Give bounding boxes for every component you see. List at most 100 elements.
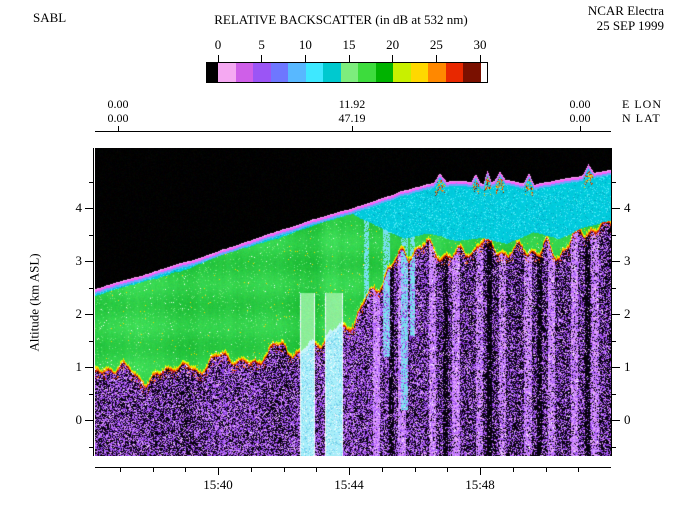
colorbar-tick	[392, 55, 394, 62]
left-axis-line	[93, 148, 94, 456]
altitude-minor-tick-left	[89, 340, 93, 342]
colorbar-tick-label: 20	[386, 37, 400, 52]
altitude-minor-tick-right	[612, 234, 616, 236]
altitude-minor-tick-right	[612, 340, 616, 342]
latitude-value: 0.00	[569, 111, 591, 125]
time-minor-tick	[152, 468, 154, 472]
time-tick-label: 15:48	[465, 477, 495, 492]
altitude-minor-tick-left	[89, 446, 93, 448]
altitude-major-tick-left	[85, 367, 93, 368]
time-minor-tick	[578, 468, 580, 472]
time-axis-line	[95, 467, 611, 468]
colorbar-segment	[340, 63, 359, 82]
altitude-major-tick-left	[85, 208, 93, 209]
colorbar-tick	[261, 55, 263, 62]
time-major-tick	[480, 468, 481, 475]
colorbar-segment	[207, 63, 218, 82]
time-minor-tick	[414, 468, 416, 472]
colorbar-segment	[480, 63, 487, 82]
colorbar-scale: 0 5 10 15 20 25 30	[206, 36, 487, 62]
colorbar-tick	[217, 55, 219, 62]
lat-axis-label: N LAT	[622, 111, 661, 125]
altitude-major-tick-left	[85, 420, 93, 421]
colorbar-tick	[435, 55, 437, 62]
longitude-value: 0.00	[107, 97, 129, 111]
position-tick	[580, 126, 581, 131]
longitude-value: 0.00	[569, 97, 591, 111]
altitude-major-tick-right	[612, 261, 620, 262]
colorbar-tick	[479, 55, 481, 62]
colorbar-segment	[445, 63, 464, 82]
colorbar-segment	[218, 63, 236, 82]
backscatter-image	[95, 148, 611, 456]
altitude-minor-tick-left	[89, 234, 93, 236]
colorbar-tick	[348, 55, 350, 62]
altitude-major-tick-left	[85, 261, 93, 262]
time-minor-tick	[381, 468, 383, 472]
flight-date: 25 SEP 1999	[596, 18, 664, 33]
colorbar-segment	[393, 63, 411, 82]
colorbar-tick	[304, 55, 306, 62]
altitude-tick-label-left: 4	[75, 200, 83, 215]
time-minor-tick	[250, 468, 252, 472]
altitude-major-tick-left	[85, 314, 93, 315]
time-minor-tick	[447, 468, 449, 472]
colorbar-tick-label: 10	[298, 37, 312, 52]
colorbar-segment	[323, 63, 341, 82]
altitude-tick-label-right: 1	[624, 359, 631, 374]
colorbar-tick-label: 15	[342, 37, 356, 52]
position-tick	[352, 126, 353, 131]
time-minor-tick	[283, 468, 285, 472]
colorbar-segment	[270, 63, 289, 82]
colorbar	[206, 62, 488, 83]
platform-block: NCAR Electra 25 SEP 1999	[588, 3, 664, 33]
altitude-major-tick-right	[612, 208, 620, 209]
platform-name: NCAR Electra	[587, 3, 664, 18]
altitude-minor-tick-left	[89, 287, 93, 289]
latitude-value: 0.00	[107, 111, 129, 125]
altitude-major-tick-right	[612, 314, 620, 315]
colorbar-tick-label: 25	[429, 37, 443, 52]
position-axis-line	[95, 131, 611, 132]
colorbar-segment	[305, 63, 324, 82]
altitude-tick-label-right: 0	[624, 412, 631, 427]
altitude-minor-tick-left	[89, 181, 93, 183]
colorbar-tick-label: 30	[473, 37, 487, 52]
y-axis-title: Altitude (km ASL)	[26, 253, 42, 352]
altitude-tick-label-right: 3	[624, 253, 631, 268]
altitude-minor-tick-left	[89, 393, 93, 395]
time-minor-tick	[512, 468, 514, 472]
altitude-tick-label-right: 4	[624, 200, 631, 215]
longitude-value: 11.92	[338, 97, 366, 111]
time-minor-tick	[185, 468, 187, 472]
instrument-label: SABL	[33, 10, 67, 25]
altitude-tick-label-left: 3	[75, 253, 83, 268]
colorbar-segment	[253, 63, 271, 82]
time-minor-tick	[316, 468, 318, 472]
altitude-minor-tick-right	[612, 446, 616, 448]
colorbar-segment	[410, 63, 429, 82]
altitude-major-tick-right	[612, 367, 620, 368]
time-minor-tick	[119, 468, 121, 472]
colorbar-segment	[235, 63, 254, 82]
colorbar-segment	[288, 63, 306, 82]
colorbar-segment	[358, 63, 376, 82]
colorbar-segment	[375, 63, 394, 82]
altitude-minor-tick-right	[612, 393, 616, 395]
plot-title: RELATIVE BACKSCATTER (in dB at 532 nm)	[214, 12, 468, 27]
colorbar-segment	[463, 63, 481, 82]
time-major-tick	[218, 468, 219, 475]
time-major-tick	[349, 468, 350, 475]
altitude-tick-label-left: 2	[75, 306, 83, 321]
altitude-tick-label-left: 1	[75, 359, 83, 374]
time-tick-label: 15:44	[334, 477, 364, 492]
lon-axis-label: E LON	[622, 97, 662, 111]
altitude-major-tick-right	[612, 420, 620, 421]
time-tick-label: 15:40	[203, 477, 233, 492]
latitude-value: 47.19	[338, 111, 366, 125]
colorbar-segment	[428, 63, 446, 82]
colorbar-tick-label: 5	[258, 37, 265, 52]
altitude-minor-tick-right	[612, 181, 616, 183]
altitude-minor-tick-right	[612, 287, 616, 289]
